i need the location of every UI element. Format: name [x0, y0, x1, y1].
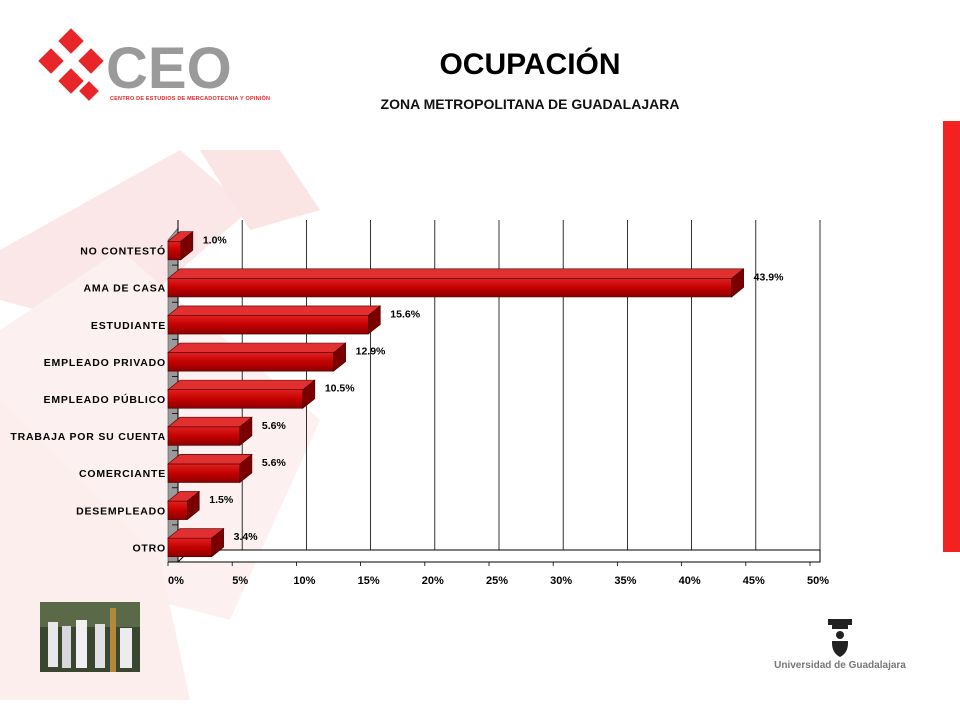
- bar-front: [167, 240, 182, 261]
- category-label: AMA DE CASA: [84, 283, 167, 295]
- value-label: 10.5%: [325, 383, 355, 395]
- bar: [167, 268, 745, 298]
- category-label: EMPLEADO PRIVADO: [44, 357, 166, 369]
- x-tick-label: 45%: [743, 575, 765, 587]
- bar: [167, 342, 347, 372]
- bar-end: [239, 416, 253, 447]
- value-label: 3.4%: [234, 531, 259, 543]
- category-label: EMPLEADO PÚBLICO: [44, 393, 166, 406]
- x-tick-label: 40%: [679, 575, 701, 587]
- bar-front: [167, 315, 369, 335]
- bar-end: [333, 342, 346, 372]
- accent-bar: [943, 121, 960, 552]
- category-label: COMERCIANTE: [79, 468, 166, 480]
- bar-front: [167, 500, 188, 520]
- x-tick-label: 35%: [614, 575, 636, 587]
- ceo-logo: CEO: [38, 28, 232, 101]
- value-label: 43.9%: [754, 271, 784, 283]
- value-label: 5.6%: [262, 420, 287, 432]
- x-tick-label: 0%: [168, 575, 184, 587]
- value-label: 15.6%: [390, 309, 420, 321]
- bar-end: [186, 490, 200, 521]
- value-label: 12.9%: [356, 346, 386, 358]
- bar-top: [167, 454, 253, 465]
- bar-end: [239, 453, 253, 484]
- bar-front: [167, 463, 241, 483]
- x-tick-label: 25%: [486, 575, 508, 587]
- bar-end: [180, 231, 194, 261]
- logo-tagline: CENTRO DE ESTUDIOS DE MERCADOTECNIA Y OP…: [110, 96, 271, 102]
- value-label: 5.6%: [262, 457, 287, 469]
- bar: [167, 453, 253, 484]
- bar-end: [731, 268, 744, 298]
- category-label: OTRO: [132, 542, 166, 554]
- x-tick-label: 10%: [293, 575, 315, 587]
- x-tick-label: 15%: [358, 575, 380, 587]
- bar-front: [167, 352, 334, 372]
- bar-end: [368, 305, 381, 335]
- x-tick-label: 30%: [550, 575, 572, 587]
- bar: [167, 416, 253, 447]
- bar-end: [211, 527, 224, 558]
- bar-top: [167, 305, 382, 316]
- udg-crest-icon: [828, 619, 852, 657]
- bar-front: [167, 537, 212, 558]
- bar-front: [167, 426, 241, 446]
- category-label: NO CONTESTÓ: [80, 245, 166, 258]
- bar-top: [167, 268, 745, 279]
- page-title: OCUPACIÓN: [439, 48, 621, 81]
- value-label: 1.5%: [209, 494, 234, 506]
- x-tick-label: 5%: [232, 575, 248, 587]
- bar: [167, 231, 194, 261]
- x-tick-label: 20%: [422, 575, 444, 587]
- category-label: ESTUDIANTE: [91, 320, 166, 332]
- bar-front: [167, 389, 304, 409]
- university-name: Universidad de Guadalajara: [774, 660, 906, 671]
- bar-top: [167, 342, 347, 353]
- chart-floor: [176, 549, 821, 563]
- bar-end: [302, 379, 316, 409]
- bar: [167, 527, 225, 558]
- procession-photo: [40, 602, 140, 672]
- bar: [167, 305, 382, 335]
- bar: [167, 490, 201, 521]
- bar: [167, 379, 316, 409]
- bar-top: [167, 416, 253, 428]
- category-label: TRABAJA POR SU CUENTA: [10, 431, 166, 443]
- bar-front: [167, 278, 732, 298]
- logo-text: CEO: [106, 36, 232, 101]
- x-tick-label: 50%: [807, 575, 829, 587]
- page-subtitle: ZONA METROPOLITANA DE GUADALAJARA: [380, 96, 680, 112]
- category-label: DESEMPLEADO: [76, 505, 166, 517]
- bar-top: [167, 379, 316, 391]
- value-label: 1.0%: [203, 234, 228, 246]
